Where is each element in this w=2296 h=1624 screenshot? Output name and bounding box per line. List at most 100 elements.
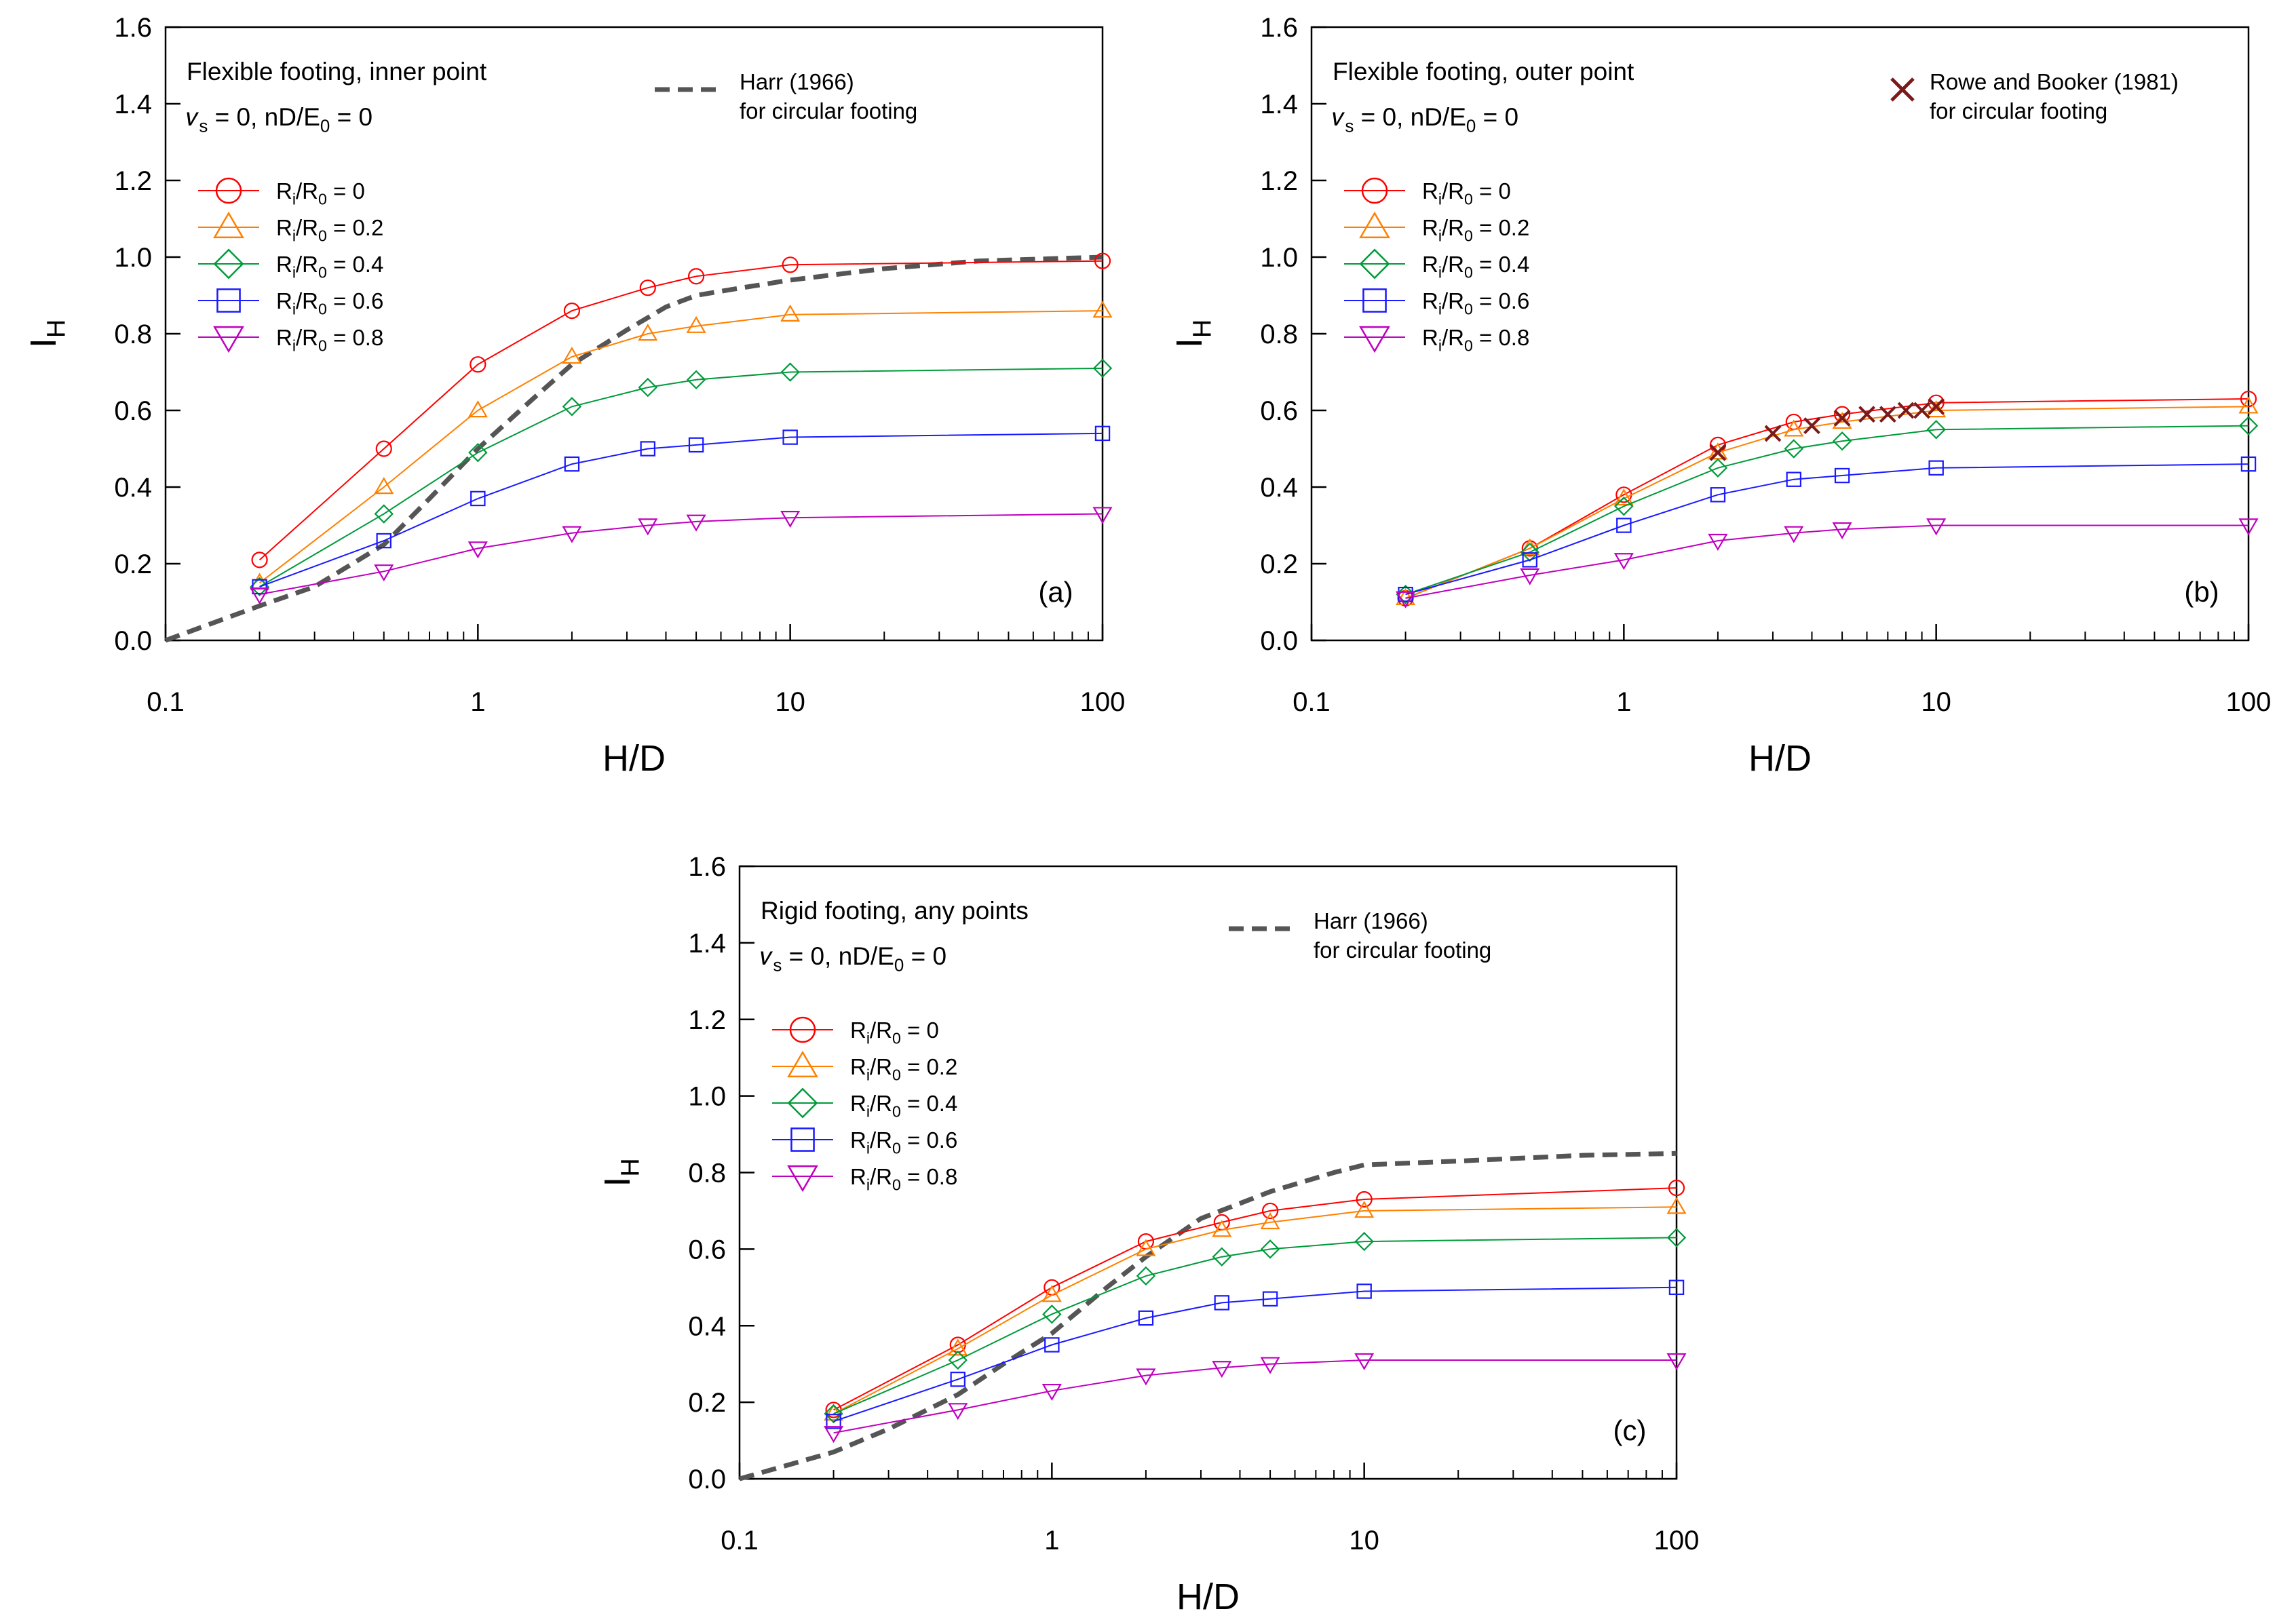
- data-point-triangle-up: [1784, 419, 1804, 437]
- panel-title: Flexible footing, outer point: [1333, 58, 1634, 85]
- data-point-diamond: [1354, 1231, 1374, 1252]
- data-point-triangle-down: [686, 514, 706, 532]
- data-point-square: [376, 533, 391, 549]
- series-square: [252, 425, 1111, 595]
- legend-label: Ri/R0 = 0.4: [1422, 252, 1529, 281]
- series-line: [833, 1237, 1677, 1415]
- reference-legend-label: Harr (1966): [740, 69, 854, 94]
- data-point-circle: [1094, 252, 1111, 269]
- y-tick-label: 1.6: [688, 852, 726, 882]
- data-point-square: [640, 441, 656, 457]
- data-point-square: [470, 490, 486, 507]
- data-point-diamond: [1614, 497, 1634, 516]
- y-tick-label: 0.8: [688, 1159, 726, 1188]
- panel-condition: 𝜈s = 0, nD/E0 = 0: [187, 103, 372, 136]
- panel-tag: (c): [1613, 1414, 1647, 1446]
- data-point-triangle-down: [374, 564, 394, 582]
- panel-tag: (a): [1038, 576, 1073, 608]
- series-triangle-up: [1396, 396, 2259, 606]
- y-tick-label: 1.4: [688, 929, 726, 959]
- data-point-diamond: [1708, 458, 1728, 478]
- data-point-diamond: [1926, 420, 1946, 440]
- legend-item: Ri/R0 = 0.2: [198, 211, 383, 244]
- series-line: [1405, 463, 2249, 596]
- data-point-square: [1044, 1337, 1060, 1353]
- data-point-diamond: [1042, 1304, 1062, 1324]
- data-point-square: [1710, 487, 1726, 503]
- data-point-circle: [563, 303, 581, 320]
- reference-x-marker-stroke-2: [1764, 425, 1782, 442]
- data-point-square: [1834, 467, 1850, 484]
- data-point-circle: [639, 279, 656, 296]
- legend-marker-square: [216, 288, 241, 313]
- x-tick-label: 10: [1921, 687, 1951, 717]
- legend-marker-diamond: [1359, 248, 1390, 279]
- legend-label: Ri/R0 = 0.6: [276, 288, 383, 317]
- data-point-circle: [1668, 1179, 1685, 1197]
- data-point-diamond: [1260, 1239, 1280, 1259]
- data-point-diamond: [824, 1404, 843, 1424]
- reference-x-marker-stroke-2: [1897, 402, 1915, 419]
- data-point-triangle-down: [1832, 522, 1852, 539]
- data-point-triangle-down: [1260, 1357, 1280, 1374]
- legend-item: Ri/R0 = 0: [1344, 177, 1511, 208]
- legend-marker-triangle-down: [1359, 326, 1390, 353]
- data-point-square: [1214, 1295, 1230, 1311]
- data-point-diamond: [948, 1350, 968, 1370]
- reference-legend-label-2: for circular footing: [1314, 937, 1491, 963]
- y-tick-label: 1.2: [1260, 166, 1298, 196]
- data-point-circle: [375, 440, 392, 457]
- panel-title: Flexible footing, inner point: [187, 58, 487, 85]
- legend-label: Ri/R0 = 0.4: [850, 1091, 957, 1120]
- reference-points-rowe-booker: [1709, 398, 1945, 461]
- y-tick-label: 0.2: [1260, 549, 1298, 579]
- data-point-triangle-up: [374, 477, 394, 495]
- data-point-diamond: [1520, 542, 1539, 562]
- reference-x-marker-stroke-2: [1858, 406, 1875, 423]
- legend-label: Ri/R0 = 0.8: [850, 1164, 957, 1193]
- data-point-triangle-up: [638, 324, 658, 341]
- legend-marker-square: [790, 1127, 815, 1152]
- series-line: [259, 260, 1103, 561]
- x-axis-label: H/D: [1176, 1577, 1240, 1617]
- data-point-circle: [251, 552, 268, 568]
- legend-marker-triangle-up: [1359, 211, 1390, 239]
- data-point-square: [1522, 552, 1537, 568]
- data-point-triangle-up: [2238, 396, 2259, 414]
- legend-item: Ri/R0 = 0.8: [1344, 325, 1529, 354]
- reference-legend-x-marker: [1890, 77, 1915, 102]
- y-tick-label: 0.6: [114, 396, 152, 426]
- data-point-diamond: [1212, 1247, 1231, 1267]
- x-tick-label: 0.1: [721, 1526, 759, 1555]
- series-line: [833, 1359, 1677, 1434]
- series-triangle-down: [250, 507, 1113, 605]
- chart-panel-b: 0.0 0.2 0.4 0.6 0.8 1.0 1.2 1.4 1.6 0.1 1 10 100 H/D I…: [1169, 13, 2271, 779]
- y-tick-label: 0.0: [688, 1465, 726, 1494]
- legend-marker-diamond: [787, 1087, 818, 1119]
- data-point-triangle-down: [467, 541, 488, 559]
- data-point-diamond: [1784, 439, 1803, 459]
- legend-item: Ri/R0 = 0: [772, 1016, 939, 1047]
- y-tick-label: 0.6: [688, 1235, 726, 1264]
- data-point-square: [826, 1414, 841, 1429]
- chart-panel-a: 0.0 0.2 0.4 0.6 0.8 1.0 1.2 1.4 1.6 0.1 1 10 100 H/D I…: [23, 13, 1125, 779]
- data-point-square: [564, 456, 580, 472]
- y-tick-label: 0.4: [114, 473, 152, 503]
- y-tick-label: 0.4: [688, 1311, 726, 1341]
- y-tick-label: 0.2: [688, 1388, 726, 1418]
- data-point-square: [1786, 471, 1802, 487]
- data-point-square: [1094, 425, 1111, 442]
- reference-x-marker-stroke-2: [1803, 417, 1820, 435]
- reference-x-marker: [1897, 402, 1915, 419]
- legend-item: Ri/R0 = 0.2: [1344, 211, 1529, 244]
- data-point-diamond: [2238, 416, 2259, 436]
- series-diamond: [250, 358, 1113, 597]
- legend-item: Ri/R0 = 0.4: [772, 1087, 957, 1120]
- data-point-triangle-down: [1396, 591, 1416, 608]
- data-point-triangle-up: [250, 573, 270, 590]
- data-point-triangle-up: [686, 315, 706, 333]
- data-point-triangle-down: [1212, 1361, 1232, 1378]
- legend-label: Ri/R0 = 0.8: [1422, 325, 1529, 354]
- y-tick-label: 0.0: [1260, 626, 1298, 656]
- series-diamond: [1396, 416, 2259, 604]
